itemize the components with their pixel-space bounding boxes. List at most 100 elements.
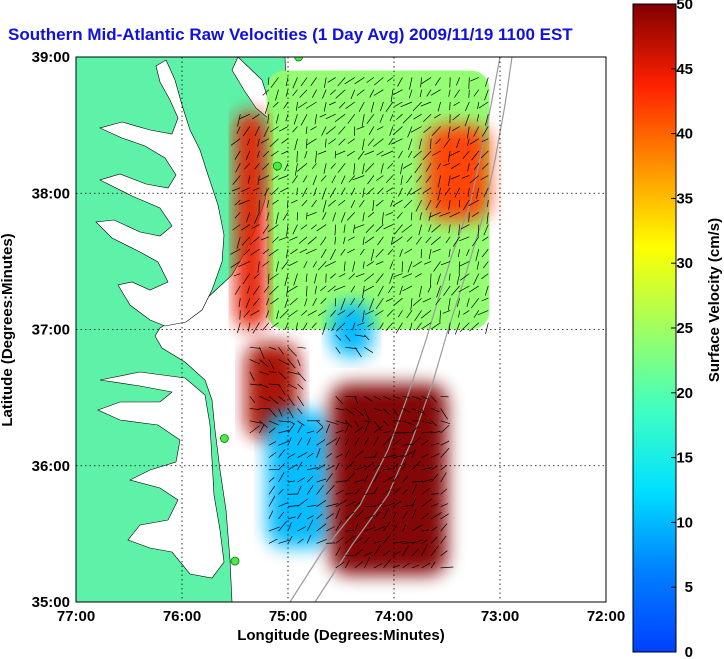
velocity-vector xyxy=(335,89,346,99)
velocity-vector xyxy=(268,452,277,458)
velocity-vector xyxy=(352,224,356,234)
velocity-vector xyxy=(233,273,241,277)
velocity-vector xyxy=(238,199,250,205)
velocity-vector xyxy=(422,150,432,161)
velocity-vector xyxy=(351,187,356,196)
velocity-vector xyxy=(383,436,392,446)
velocity-vector xyxy=(268,485,276,495)
velocity-vector xyxy=(307,504,317,507)
velocity-vector xyxy=(430,236,441,246)
velocity-vector xyxy=(412,297,422,306)
velocity-vector xyxy=(430,512,442,520)
velocity-vector xyxy=(335,150,346,156)
velocity-vector xyxy=(350,89,356,100)
velocity-vector xyxy=(230,138,241,146)
velocity-vector xyxy=(334,298,337,307)
velocity-vector xyxy=(344,473,355,483)
velocity-vector xyxy=(296,163,308,172)
velocity-vector xyxy=(279,310,289,319)
velocity-vector xyxy=(297,424,303,434)
velocity-vector xyxy=(368,298,375,311)
velocity-vector xyxy=(268,371,277,373)
x-tick-label: 76:00 xyxy=(163,608,201,625)
velocity-vector xyxy=(302,187,308,197)
velocity-vector xyxy=(306,285,308,297)
velocity-vector xyxy=(329,89,336,95)
velocity-vector xyxy=(357,150,365,160)
velocity-vector xyxy=(283,101,289,109)
velocity-vector xyxy=(364,346,374,353)
velocity-vector xyxy=(448,150,460,157)
velocity-vector xyxy=(476,114,480,122)
velocity-vector xyxy=(285,77,289,87)
velocity-vector xyxy=(329,187,337,198)
velocity-vector xyxy=(481,273,489,280)
velocity-vector xyxy=(314,273,317,284)
velocity-vector xyxy=(373,451,378,458)
isobath-line-outer xyxy=(314,57,513,602)
velocity-vector xyxy=(347,113,356,124)
velocity-vector xyxy=(421,478,433,483)
velocity-vector xyxy=(278,346,284,355)
velocity-vector xyxy=(257,261,260,273)
velocity-vector xyxy=(471,150,480,161)
velocity-vector xyxy=(335,408,345,411)
velocity-vector xyxy=(232,224,241,231)
velocity-vector xyxy=(397,310,403,318)
velocity-vector xyxy=(443,285,451,296)
velocity-vector xyxy=(383,550,391,556)
velocity-vector xyxy=(391,236,394,245)
velocity-vector xyxy=(383,430,391,434)
velocity-vector xyxy=(418,285,422,298)
velocity-vector xyxy=(270,77,279,88)
colorbar-tick-label: 35 xyxy=(676,190,693,207)
velocity-vector xyxy=(251,224,260,229)
velocity-vector xyxy=(411,460,422,471)
velocity-vector xyxy=(278,488,284,495)
velocity-vector xyxy=(406,187,413,196)
colorbar-tick-label: 0 xyxy=(685,644,693,659)
velocity-vector xyxy=(485,322,489,334)
velocity-vector xyxy=(468,89,470,98)
velocity-vector xyxy=(431,442,440,446)
velocity-vector xyxy=(362,163,365,174)
velocity-vector xyxy=(440,447,450,458)
velocity-vector xyxy=(254,163,260,170)
velocity-vector xyxy=(375,248,384,258)
velocity-vector xyxy=(392,512,397,520)
velocity-vector xyxy=(268,526,280,532)
velocity-vector xyxy=(300,77,308,87)
velocity-vector xyxy=(343,261,346,272)
velocity-vector xyxy=(333,285,346,291)
velocity-vector xyxy=(340,248,346,256)
velocity-vector xyxy=(390,89,394,103)
velocity-vector xyxy=(344,77,355,85)
velocity-vector xyxy=(252,113,260,120)
velocity-vector xyxy=(319,113,327,118)
velocity-vector xyxy=(392,126,403,136)
velocity-vector xyxy=(364,492,375,495)
velocity-vector xyxy=(272,236,279,243)
velocity-vector xyxy=(437,101,441,112)
velocity-vector xyxy=(487,200,489,208)
velocity-vector xyxy=(288,285,298,292)
velocity-vector xyxy=(297,101,308,109)
velocity-vector xyxy=(383,408,390,416)
velocity-vector xyxy=(399,285,403,296)
velocity-vector xyxy=(344,449,350,458)
velocity-vector xyxy=(266,200,270,208)
velocity-vector xyxy=(294,138,298,151)
velocity-vector xyxy=(421,467,433,471)
velocity-vector xyxy=(383,454,397,458)
velocity-vector xyxy=(402,562,410,569)
velocity-vector xyxy=(411,483,418,495)
velocity-vector xyxy=(383,489,391,495)
velocity-vector xyxy=(287,310,298,318)
velocity-vector xyxy=(263,126,270,138)
velocity-vector xyxy=(409,77,413,90)
delaware-bay xyxy=(231,57,271,119)
velocity-vector xyxy=(296,150,298,163)
velocity-vector xyxy=(310,224,317,230)
velocity-vector xyxy=(443,162,451,167)
velocity-vector xyxy=(249,236,260,245)
